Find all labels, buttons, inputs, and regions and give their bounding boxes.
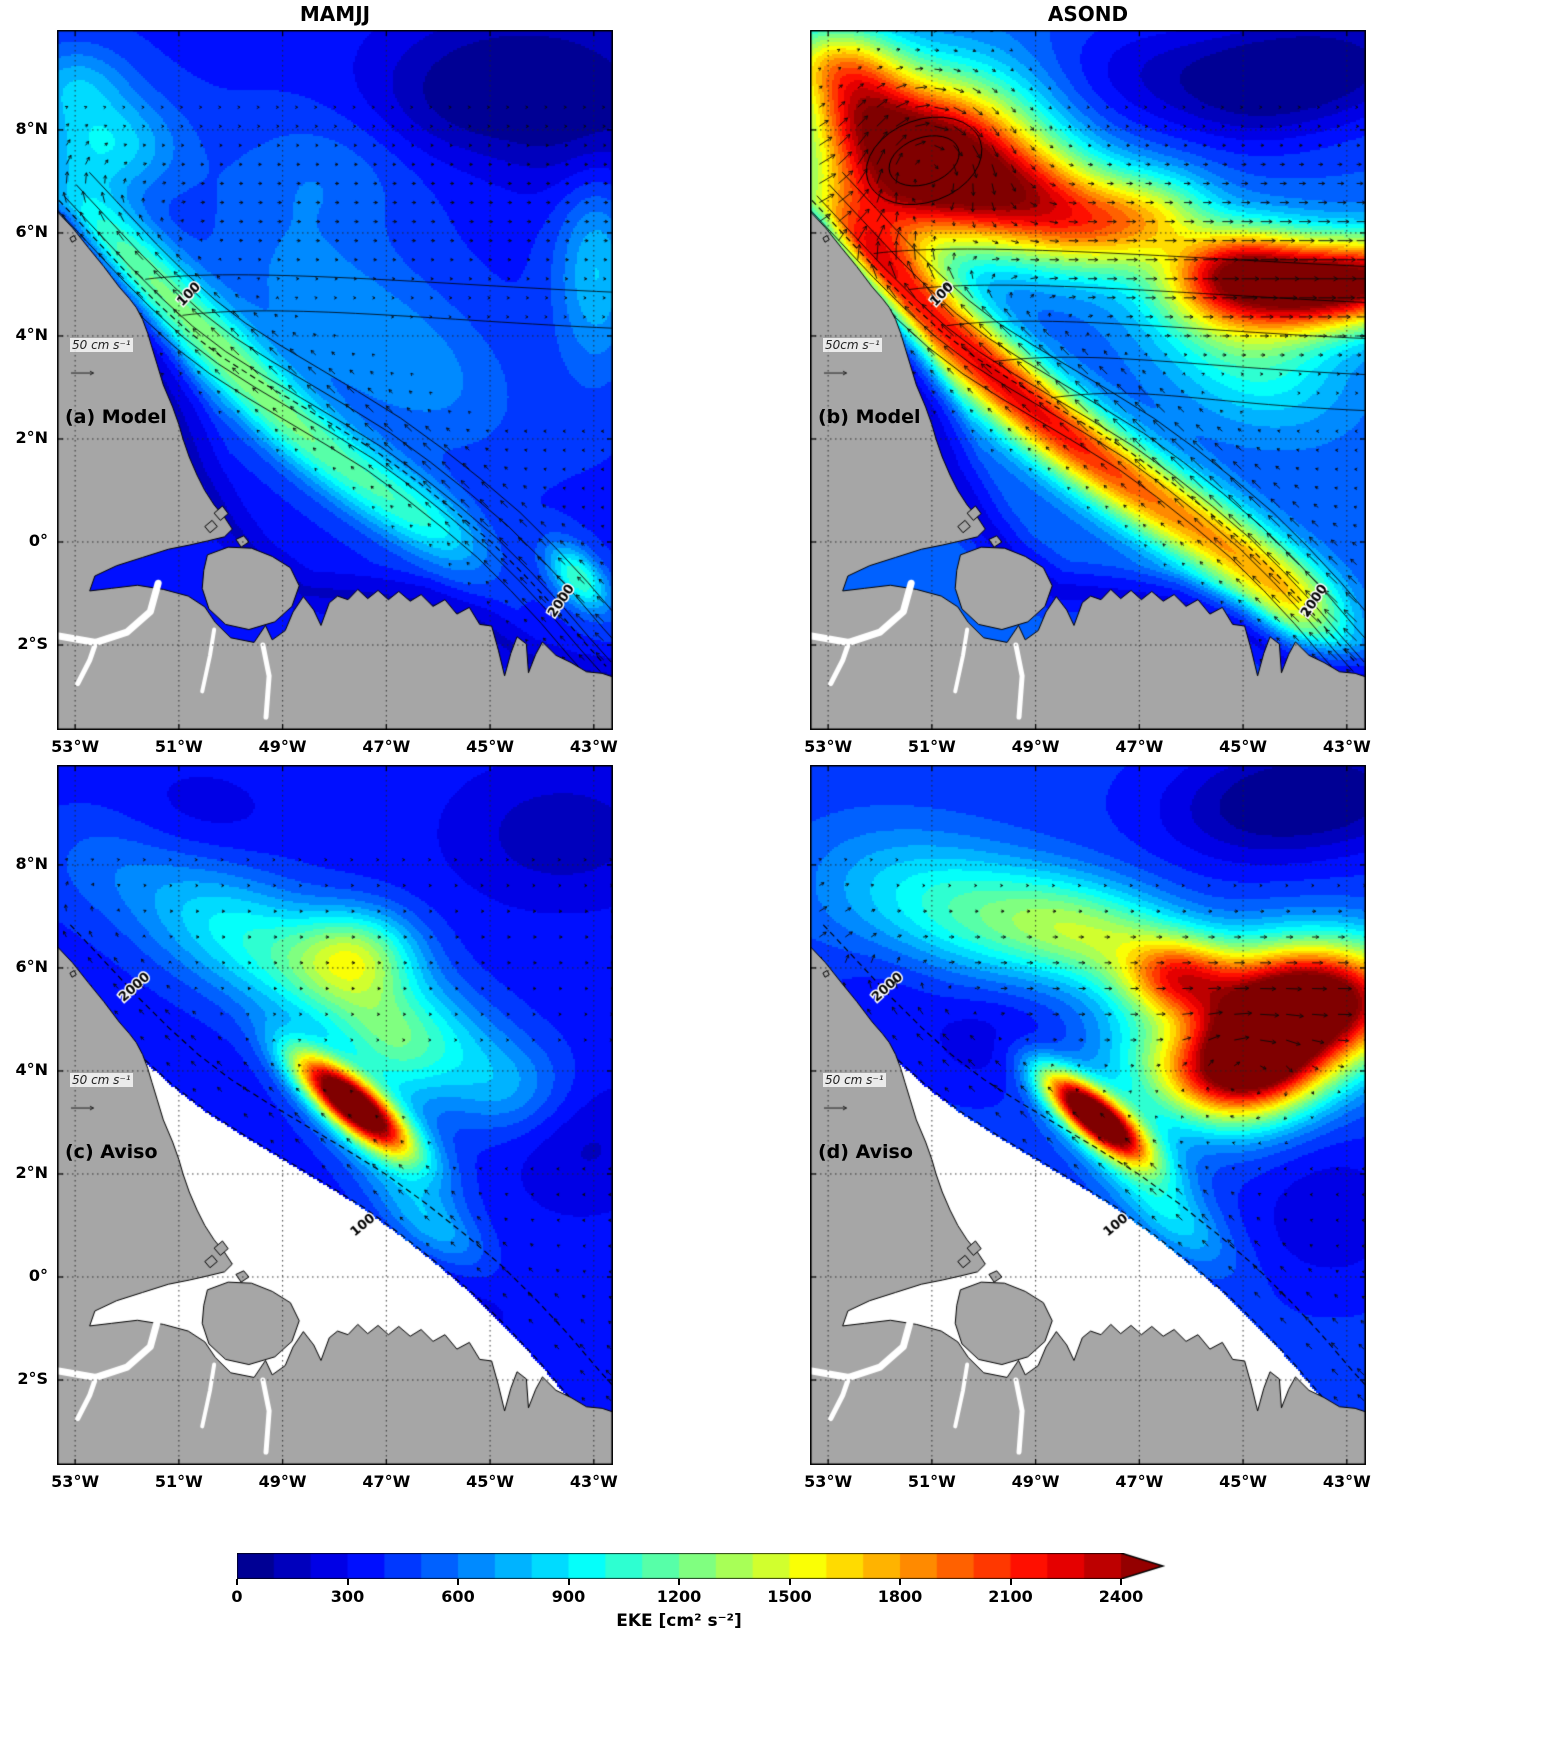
colorbar-canvas (237, 1553, 1167, 1579)
colorbar-tick-mark (899, 1579, 901, 1585)
lon-tick-label: 45°W (1219, 1472, 1268, 1491)
lon-tick-label: 51°W (154, 737, 203, 756)
colorbar-tick-mark (1009, 1579, 1012, 1585)
colorbar-tick-label: 1200 (656, 1587, 702, 1606)
lon-tick-label: 53°W (51, 737, 100, 756)
colorbar-tick-label: 1800 (877, 1587, 923, 1606)
lon-tick-label: 53°W (51, 1472, 100, 1491)
colorbar-tick-mark (1120, 1579, 1122, 1585)
lat-tick-label: 2°N (15, 427, 48, 447)
colorbar-tick-mark (457, 1579, 459, 1585)
colorbar-label: EKE [cm² s⁻²] (616, 1611, 742, 1631)
lat-tick-label: 4°N (15, 1059, 48, 1079)
lon-tick-label: 43°W (569, 737, 618, 756)
map-canvas-c (57, 765, 613, 1465)
lon-tick-label: 49°W (1011, 737, 1060, 756)
lat-tick-label: 2°S (17, 634, 48, 653)
lon-tick-label: 43°W (1322, 737, 1371, 756)
colorbar-tick-label: 0 (231, 1587, 243, 1606)
lon-tick-label: 53°W (804, 1472, 853, 1491)
lon-tick-label: 51°W (154, 1472, 203, 1491)
lon-tick-label: 47°W (1115, 1472, 1164, 1491)
panel-label-b: (b) Model (818, 406, 921, 428)
lat-tick-label: 6°N (15, 956, 48, 976)
lon-tick-label: 49°W (258, 1472, 307, 1491)
lon-tick-label: 51°W (907, 1472, 956, 1491)
panel-c-aviso-mamjj: 50 cm s⁻¹ (c) Aviso (57, 765, 613, 1465)
colorbar: 0 300 600 900 1200 1500 1800 2100 2400 EKE [cm² … (231, 1553, 1177, 1633)
lon-tick-label: 43°W (569, 1472, 618, 1491)
colorbar-tick-label: 2100 (988, 1587, 1033, 1606)
map-canvas-a (57, 30, 613, 730)
lat-tick-label: 4°N (15, 324, 48, 344)
lat-tick-label: 6°N (15, 221, 48, 241)
panel-d-aviso-asond: 50 cm s⁻¹ (d) Aviso (810, 765, 1366, 1465)
lat-tick-label: 2°N (15, 1162, 48, 1182)
colorbar-tick-label: 2400 (1098, 1587, 1144, 1606)
lon-tick-label: 53°W (804, 737, 853, 756)
map-canvas-b (810, 30, 1366, 730)
map-canvas-d (810, 765, 1366, 1465)
lon-tick-label: 45°W (1219, 737, 1268, 756)
lon-tick-label: 47°W (362, 737, 411, 756)
lat-tick-label: 0° (28, 1265, 48, 1285)
panel-label-c: (c) Aviso (65, 1141, 158, 1163)
colorbar-tick-mark (346, 1579, 349, 1585)
panel-label-d: (d) Aviso (818, 1141, 913, 1163)
colorbar-tick-label: 600 (441, 1587, 475, 1606)
column-title-asond: ASOND (1047, 2, 1129, 26)
lon-tick-label: 47°W (1115, 737, 1164, 756)
lon-tick-label: 49°W (1011, 1472, 1060, 1491)
panel-b-model-asond: 50cm s⁻¹ (b) Model (810, 30, 1366, 730)
lat-tick-label: 2°S (17, 1369, 48, 1388)
colorbar-tick-mark (678, 1579, 680, 1585)
scale-arrow-label-d: 50 cm s⁻¹ (823, 1073, 886, 1087)
lon-tick-label: 49°W (258, 737, 307, 756)
lon-tick-label: 45°W (466, 737, 515, 756)
colorbar-tick-mark (567, 1579, 570, 1585)
scale-arrow-label-a: 50 cm s⁻¹ (70, 338, 133, 352)
panel-a-model-mamjj: 50 cm s⁻¹ (a) Model (57, 30, 613, 730)
lat-tick-label: 8°N (15, 118, 48, 138)
scale-arrow-label-b: 50cm s⁻¹ (823, 338, 882, 352)
lon-tick-label: 47°W (362, 1472, 411, 1491)
scale-arrow-label-c: 50 cm s⁻¹ (70, 1073, 133, 1087)
colorbar-tick-label: 1500 (767, 1587, 812, 1606)
lon-tick-label: 43°W (1322, 1472, 1371, 1491)
lon-tick-label: 51°W (907, 737, 956, 756)
colorbar-tick-mark (236, 1579, 238, 1585)
column-title-mamjj: MAMJJ (299, 2, 371, 26)
colorbar-tick-label: 300 (330, 1587, 365, 1606)
lon-tick-label: 45°W (466, 1472, 515, 1491)
panel-label-a: (a) Model (65, 406, 167, 428)
lat-tick-label: 8°N (15, 853, 48, 873)
colorbar-tick-mark (788, 1579, 791, 1585)
colorbar-tick-label: 900 (551, 1587, 586, 1606)
lat-tick-label: 0° (28, 530, 48, 550)
